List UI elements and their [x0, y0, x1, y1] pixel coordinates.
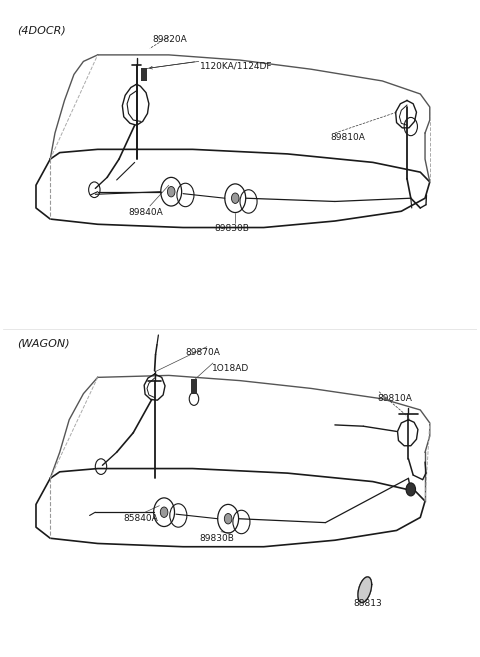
Text: 89830B: 89830B — [214, 224, 249, 233]
Text: 1120KA/1124DF: 1120KA/1124DF — [200, 61, 272, 70]
Text: 1O18AD: 1O18AD — [212, 365, 249, 373]
Bar — [141, 68, 147, 81]
Text: 88813: 88813 — [354, 599, 383, 608]
Text: 89830B: 89830B — [200, 533, 235, 543]
Text: 89810A: 89810A — [378, 394, 412, 403]
Text: 89820A: 89820A — [152, 35, 187, 45]
Bar — [191, 379, 197, 394]
Text: 85840A: 85840A — [124, 514, 158, 523]
Circle shape — [406, 483, 416, 496]
Circle shape — [168, 187, 175, 197]
Text: 89840A: 89840A — [129, 208, 163, 217]
Text: (4DOCR): (4DOCR) — [17, 26, 66, 35]
Circle shape — [160, 507, 168, 518]
Polygon shape — [358, 577, 372, 602]
Text: (WAGON): (WAGON) — [17, 338, 70, 348]
Text: 89810A: 89810A — [330, 133, 365, 142]
Text: 89870A: 89870A — [185, 348, 220, 357]
Circle shape — [231, 193, 239, 204]
Circle shape — [224, 514, 232, 524]
